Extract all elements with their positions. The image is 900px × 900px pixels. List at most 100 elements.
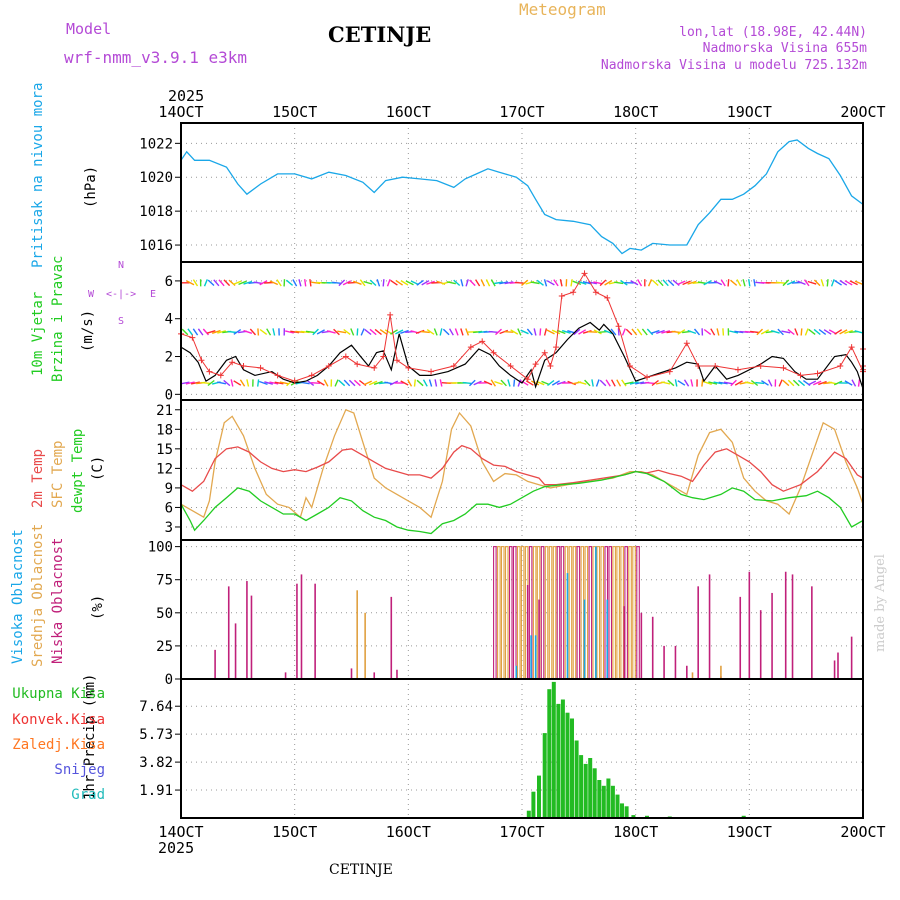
wind-gust-marker	[206, 368, 213, 375]
wind-direction-arrow	[334, 379, 339, 387]
wind-direction-arrow	[807, 280, 817, 285]
wind-direction-arrow	[621, 379, 627, 387]
wind-direction-arrow	[201, 381, 211, 385]
precip-bar	[579, 755, 584, 818]
wind-direction-arrow	[818, 328, 827, 335]
wind-direction-arrow	[800, 328, 803, 336]
wind-direction-arrow	[517, 379, 522, 387]
overcast-cloud-bar	[560, 546, 565, 680]
y-tick-label: 1018	[139, 204, 173, 220]
wind-direction-arrow	[635, 381, 645, 385]
wind-direction-arrow	[316, 380, 325, 386]
precip-bar	[601, 785, 606, 818]
wind-direction-arrow	[223, 279, 231, 287]
wind-direction-arrow	[343, 328, 351, 335]
wind-direction-arrow	[621, 328, 626, 336]
wind-direction-arrow	[703, 280, 712, 286]
wind-direction-arrow	[661, 330, 671, 334]
overcast-cloud-bar	[580, 546, 585, 680]
meteogram-title: Meteogram	[519, 0, 606, 19]
wind-direction-arrow	[849, 280, 858, 286]
wind-direction-arrow	[595, 379, 600, 387]
wind-direction-arrow	[499, 329, 509, 335]
wind-direction-arrow	[274, 381, 284, 385]
wind-direction-arrow	[631, 328, 638, 336]
overcast-cloud-bar	[497, 546, 501, 680]
wind-direction-arrow	[469, 379, 476, 387]
y-tick-label: 50	[156, 606, 173, 622]
wind-direction-arrow	[507, 379, 511, 387]
wind-direction-arrow	[656, 329, 665, 335]
wind-direction-arrow	[300, 381, 310, 385]
precip-bar	[624, 806, 629, 818]
wind-direction-arrow	[469, 279, 476, 287]
wind-direction-arrow	[454, 328, 459, 336]
y-tick-label: 0	[165, 672, 173, 688]
wind-direction-arrow	[407, 379, 413, 387]
wind-direction-arrow	[395, 279, 403, 286]
wind-direction-arrow	[368, 380, 378, 386]
wind-direction-arrow	[556, 329, 566, 335]
wind-direction-arrow	[192, 328, 199, 336]
wind-direction-arrow	[343, 379, 351, 387]
top-date-tick: 19OCT	[727, 103, 772, 121]
wind-direction-arrow	[761, 380, 769, 386]
wind-direction-arrow	[338, 379, 346, 387]
wind-direction-arrow	[332, 281, 342, 284]
wind-gust-marker	[604, 294, 611, 301]
wind-gust-marker	[581, 270, 588, 277]
y-tick-label: 4	[165, 312, 173, 328]
precip-bar	[547, 689, 552, 818]
wind-direction-arrow	[703, 380, 712, 385]
wind-direction-arrow	[818, 380, 827, 386]
overcast-cloud-bar	[636, 546, 640, 680]
wind-direction-arrow	[844, 380, 853, 386]
wind-direction-arrow	[400, 380, 409, 386]
wind-direction-arrow	[782, 279, 790, 287]
y-tick-label: 6	[165, 274, 173, 290]
wind-gust-marker	[229, 359, 236, 366]
wind-direction-arrow	[227, 330, 237, 334]
wind-direction-arrow	[400, 329, 409, 334]
wind-direction-arrow	[333, 328, 340, 336]
y-tick-label: 2	[165, 350, 173, 366]
wind-direction-arrow	[485, 279, 491, 287]
wind-direction-arrow	[677, 329, 686, 335]
wind-gust-marker	[558, 293, 565, 300]
top-year: 2025	[168, 87, 204, 105]
wind-direction-arrow	[744, 381, 754, 385]
precip-bar	[531, 791, 536, 818]
wind-direction-arrow	[690, 379, 694, 387]
dewpt-line	[180, 470, 864, 535]
wind-gust-marker	[371, 364, 378, 371]
overcast-cloud-bar	[608, 546, 613, 680]
wind-direction-arrow	[683, 379, 690, 387]
precip-bar	[560, 699, 565, 818]
wind-direction-arrow	[495, 328, 502, 336]
y-tick-label: 5.73	[139, 727, 173, 743]
wind-direction-arrow	[645, 381, 655, 385]
wind-direction-arrow	[306, 379, 315, 386]
wind-direction-arrow	[359, 279, 366, 287]
model-elevation: Nadmorska Visina u modelu 725.132m	[600, 58, 867, 73]
wind-direction-arrow	[434, 379, 438, 387]
wind-direction-arrow	[651, 279, 659, 287]
wind-direction-arrow	[382, 279, 385, 287]
wind-direction-arrow	[217, 381, 227, 385]
precip-bar	[588, 758, 593, 818]
wind-direction-arrow	[207, 379, 215, 387]
wind-direction-arrow	[510, 329, 519, 335]
compass-west: W	[88, 289, 95, 300]
wind-direction-arrow	[794, 328, 799, 336]
wind-direction-arrow	[797, 280, 806, 286]
wind-direction-arrow	[636, 328, 643, 336]
wind-direction-arrow	[369, 279, 377, 287]
precip-bar	[631, 815, 636, 818]
overcast-cloud-bar	[508, 546, 513, 680]
precip-bar	[610, 785, 615, 818]
wind-direction-arrow	[233, 380, 242, 386]
wind-gust-marker	[524, 376, 531, 383]
wind-direction-arrow	[755, 381, 765, 385]
y-tick-label: 100	[148, 540, 173, 556]
wind-direction-arrow	[599, 279, 607, 287]
